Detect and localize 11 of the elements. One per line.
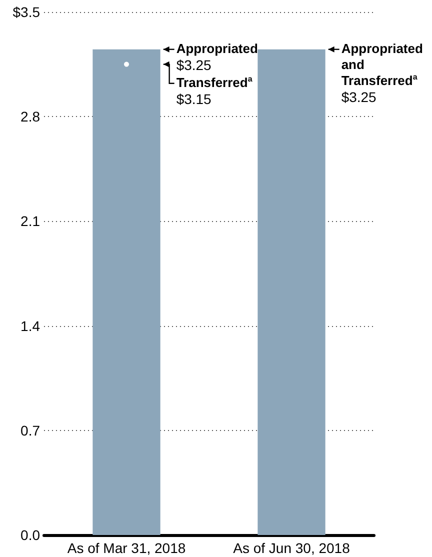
y-tick-label: $3.5	[12, 4, 40, 20]
x-tick-label: As of Mar 31, 2018	[67, 540, 186, 556]
y-tick-label: 0.0	[20, 527, 40, 543]
y-tick-label: 2.1	[20, 213, 40, 230]
y-tick-label: 2.8	[20, 108, 40, 125]
x-tick-label: As of Jun 30, 2018	[233, 540, 350, 556]
y-tick-label: 0.7	[20, 422, 40, 438]
data-label: Appropriated $3.25	[176, 41, 258, 74]
y-tick-label: 1.4	[20, 318, 40, 334]
text: Transferred$^{a}$ $3.15	[176, 75, 252, 108]
text: Appropriated and Transferred$^{a}$ $3.25	[341, 41, 423, 106]
